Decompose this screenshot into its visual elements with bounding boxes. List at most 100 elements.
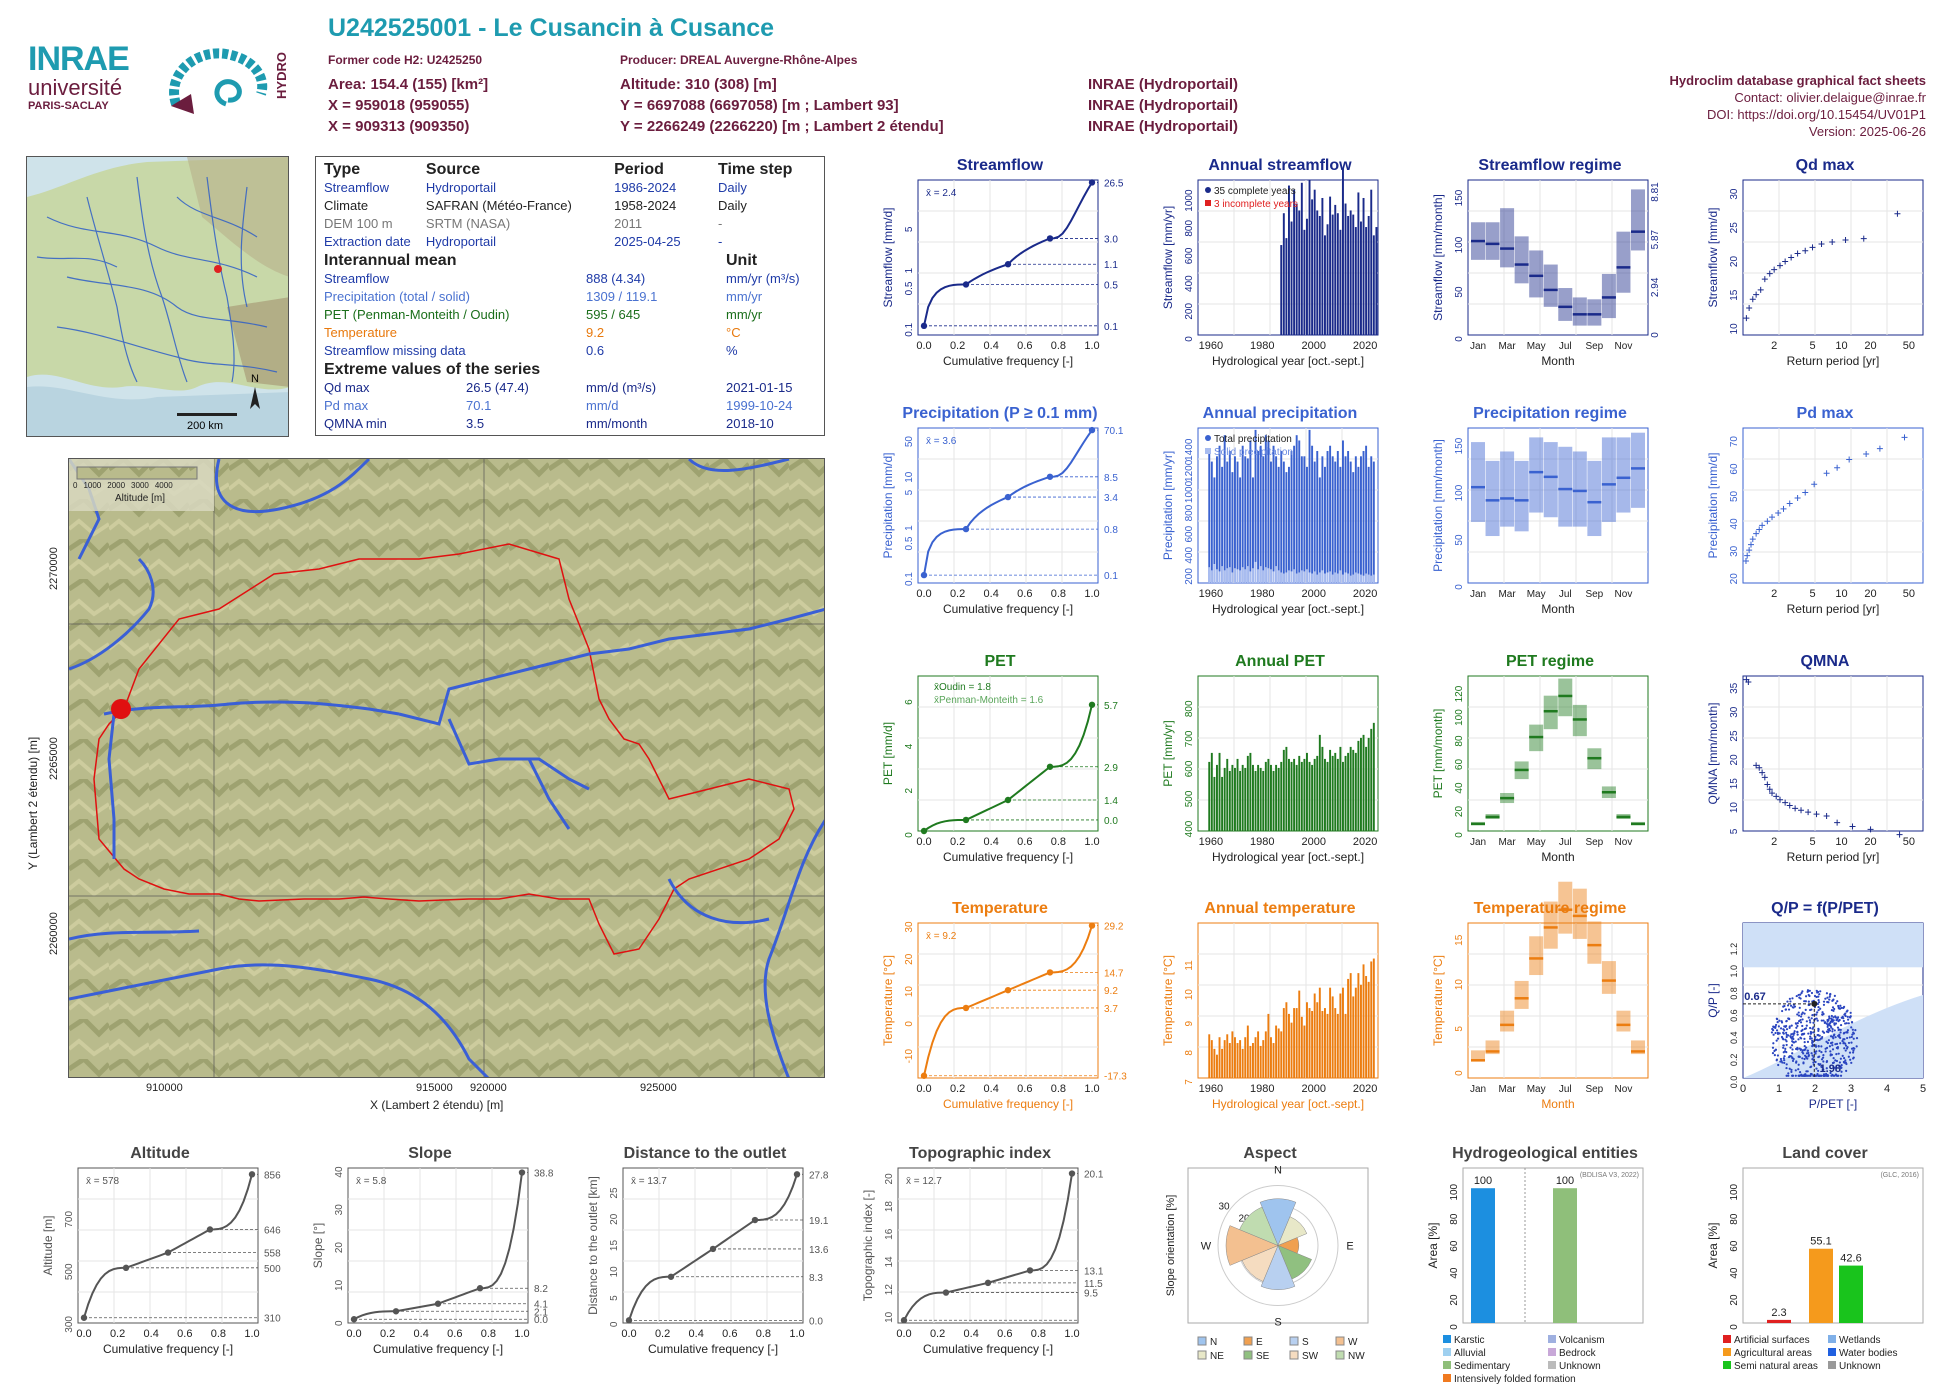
bar [1246, 458, 1249, 583]
data-point [1822, 1019, 1825, 1022]
bar-solid [1334, 572, 1337, 583]
data-point [1852, 1046, 1855, 1050]
bar [1839, 1265, 1863, 1323]
data-point [1790, 1033, 1793, 1036]
legend-label: NE [1210, 1351, 1224, 1362]
data-point [1842, 1019, 1845, 1023]
plot-frame [897, 1167, 1079, 1324]
y-tick-label: 9 [1184, 1021, 1195, 1027]
data-point [1845, 1036, 1849, 1040]
bar-solid [1228, 567, 1231, 583]
data-point [1777, 1025, 1780, 1028]
data-point [1808, 1008, 1812, 1012]
data-point [1773, 793, 1780, 800]
bar [1318, 987, 1321, 1078]
data-point [1821, 1068, 1824, 1072]
y-tick-label: 5 [1729, 828, 1740, 834]
data-point [1807, 1032, 1810, 1035]
chart-title: PET [984, 653, 1015, 670]
data-point [1839, 1074, 1843, 1077]
y-tick-label: 8 [1184, 1050, 1195, 1056]
data-point [1810, 1065, 1813, 1068]
x-axis-label: Month [1541, 1097, 1574, 1111]
x-tick-label: 1960 [1199, 1083, 1223, 1095]
bar [1218, 1037, 1221, 1078]
chart-title: Annual PET [1235, 653, 1325, 670]
x-tick-label: 0.0 [346, 1328, 361, 1340]
data-point [1834, 1066, 1837, 1069]
bar [1208, 451, 1211, 583]
meta-block: Hydroclim database graphical fact sheets… [1670, 72, 1926, 140]
right-tick-label: 26.5 [1104, 178, 1124, 189]
bar [1231, 472, 1234, 583]
data-point [1811, 1014, 1814, 1017]
bar [1298, 990, 1301, 1078]
regime-box [1514, 236, 1529, 284]
x-tick-label: 2 [1771, 836, 1777, 848]
data-point [1786, 500, 1793, 507]
data-point [1782, 1057, 1785, 1060]
bar [1231, 764, 1234, 831]
bar [1295, 435, 1298, 583]
data-point [1802, 489, 1809, 496]
y-axis-label: QMNA [mm/month] [1706, 702, 1720, 804]
bar [1334, 204, 1337, 335]
bar [1349, 461, 1352, 583]
legend-swatch [1335, 1336, 1345, 1346]
data-point [1797, 1019, 1801, 1023]
bar [1306, 1002, 1308, 1078]
bar [1370, 728, 1373, 831]
bar [1344, 1013, 1347, 1078]
x-tick-label: 1980 [1250, 836, 1274, 848]
x-tick-label: 2020 [1353, 340, 1377, 352]
y-tick-label: 400 [1184, 547, 1195, 564]
y-tick-label: 1.0 [1729, 965, 1739, 978]
table-row: Streamflow Hydroportail 1986-2024 Daily [324, 180, 747, 195]
x-tick-label: 0.2 [950, 340, 965, 352]
regime-box [1601, 437, 1616, 522]
data-point [1783, 1055, 1786, 1058]
y-tick-label: 700 [64, 1211, 75, 1228]
chart-title: Q/P = f(P/PET) [1771, 900, 1879, 917]
data-point [1804, 1000, 1807, 1003]
data-point [1823, 812, 1830, 819]
y-tick-label: 10 [1729, 802, 1740, 814]
regime-box [1572, 297, 1587, 326]
x-axis-label: Return period [yr] [1787, 354, 1880, 368]
chart-annual_temp: Annual temperature 7 8 9 10 11 1960 1980 2000 202… [1161, 900, 1379, 1111]
data-point [1831, 1006, 1835, 1009]
data-point [1836, 1000, 1839, 1003]
bar-solid [1246, 566, 1249, 583]
chart-pd_max: Pd max 20 30 40 50 60 70 2 5 10 20 50 Return period … [1706, 405, 1924, 616]
table-row: QMNA min 3.5 mm/month 2018-10 [324, 416, 774, 431]
data-point [1797, 1068, 1800, 1071]
data-point [1832, 998, 1835, 1001]
x-tick-label: Sep [1585, 1084, 1603, 1095]
data-point [1820, 1050, 1823, 1054]
data-point [1825, 1022, 1828, 1025]
data-point [1810, 1072, 1813, 1076]
bar [1236, 758, 1239, 831]
chart-pet_regime: PET regime 0 20 40 60 80 100 120 Jan Mar May Jul Sep… [1431, 653, 1649, 864]
bar [1257, 764, 1260, 831]
data-point [1835, 1059, 1839, 1063]
y-tick-label: 18 [884, 1201, 895, 1213]
data-point [1803, 1041, 1806, 1044]
legend-label: SE [1256, 1351, 1270, 1362]
data-point [1852, 1031, 1855, 1034]
bar [1257, 451, 1260, 583]
bar [1264, 435, 1267, 583]
x-lambert93: X = 959018 (959055) [328, 97, 470, 114]
bar [1344, 203, 1347, 335]
bar-solid [1324, 573, 1326, 583]
map-xtick: 920000 [470, 1082, 507, 1094]
bar [1308, 761, 1311, 831]
x-tick-label: 0.0 [76, 1328, 91, 1340]
y-tick-label: 10 [904, 986, 915, 998]
data-point [1855, 1036, 1859, 1040]
data-point [1782, 1044, 1785, 1047]
table-row: Extraction date Hydroportail 2025-04-25- [324, 234, 723, 249]
x-tick-label: 10 [1835, 836, 1847, 848]
chart-title: Temperature regime [1474, 900, 1627, 917]
x-tick-label: 1960 [1199, 588, 1223, 600]
